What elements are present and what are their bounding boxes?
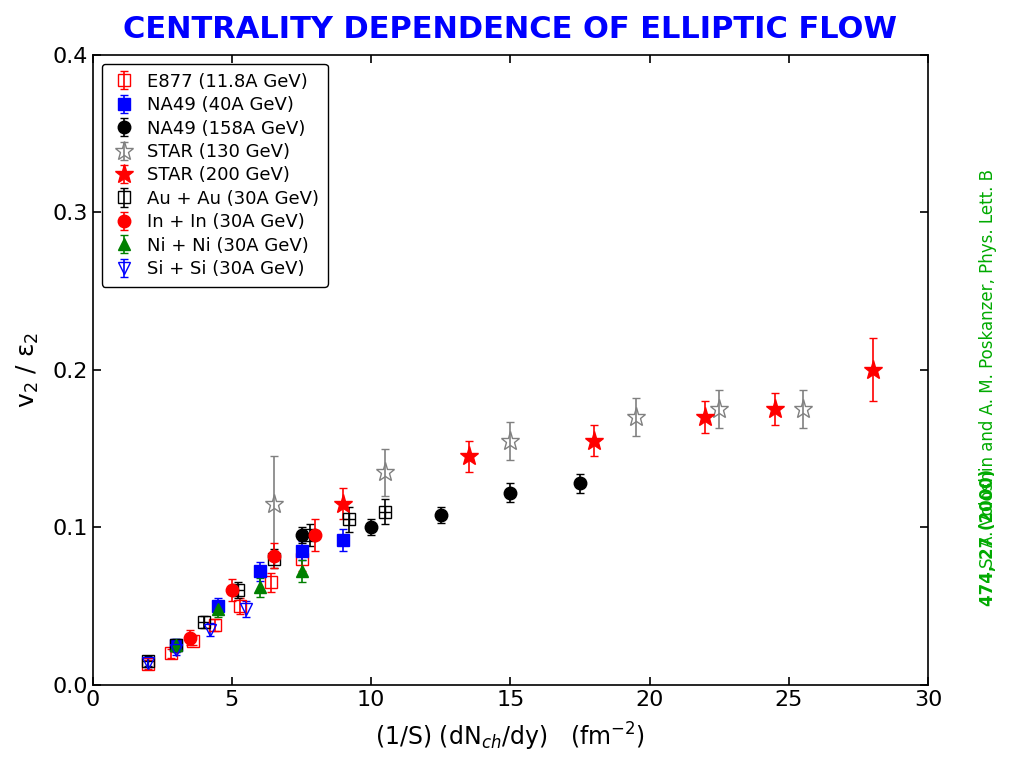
X-axis label: (1/S) (dN$_{ch}$/dy)   (fm$^{-2}$): (1/S) (dN$_{ch}$/dy) (fm$^{-2}$) (376, 721, 645, 753)
Title: CENTRALITY DEPENDENCE OF ELLIPTIC FLOW: CENTRALITY DEPENDENCE OF ELLIPTIC FLOW (124, 15, 897, 44)
Text: S. A. Voloshin and A. M. Poskanzer, Phys. Lett. B: S. A. Voloshin and A. M. Poskanzer, Phys… (979, 169, 997, 568)
Legend: E877 (11.8A GeV), NA49 (40A GeV), NA49 (158A GeV), STAR (130 GeV), STAR (200 GeV: E877 (11.8A GeV), NA49 (40A GeV), NA49 (… (101, 64, 328, 287)
Y-axis label: v$_2$ / ε$_2$: v$_2$ / ε$_2$ (15, 332, 41, 408)
Text: 474, 27 (2000): 474, 27 (2000) (979, 469, 997, 606)
